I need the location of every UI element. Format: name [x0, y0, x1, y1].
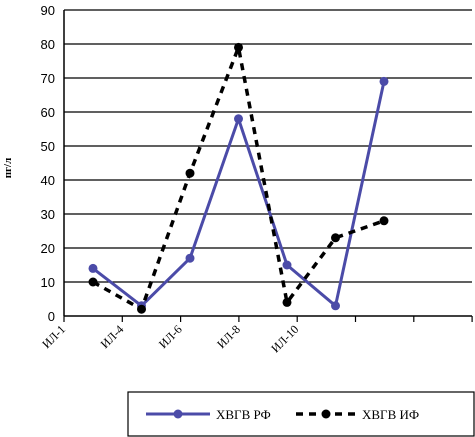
data-point	[88, 263, 98, 273]
y-tick-label: 10	[41, 275, 55, 290]
data-point	[331, 233, 340, 243]
data-point	[282, 297, 292, 307]
y-tick-label: 70	[41, 71, 55, 86]
y-tick-label: 40	[41, 173, 55, 188]
y-tick-label: 80	[41, 37, 55, 52]
y-tick-label: 0	[48, 309, 55, 324]
x-tick-labels: ИЛ-1 ИЛ-4 ИЛ-6 ИЛ-8 ИЛ-10	[39, 322, 301, 355]
data-point	[137, 304, 146, 314]
x-tick-label: ИЛ-6	[156, 322, 185, 351]
data-point	[379, 76, 389, 86]
axes	[63, 10, 473, 322]
legend-marker	[321, 409, 331, 419]
y-tick-label: 90	[41, 3, 55, 18]
legend-marker	[173, 409, 183, 419]
y-tick-label: 60	[41, 105, 55, 120]
data-point	[331, 301, 340, 311]
data-point	[185, 168, 195, 178]
data-point	[379, 216, 389, 226]
data-point	[185, 253, 195, 263]
grid-lines	[64, 9, 472, 283]
data-point	[234, 114, 243, 124]
y-tick-label: 50	[41, 139, 55, 154]
data-point	[282, 260, 292, 270]
x-tick-label: ИЛ-1	[39, 322, 68, 351]
x-tick-label: ИЛ-4	[98, 322, 127, 351]
series-line	[92, 45, 385, 311]
x-tick-label: ИЛ-8	[214, 322, 243, 351]
y-tick-label: 30	[41, 207, 55, 222]
legend-label: ХВГВ РФ	[216, 407, 271, 422]
legend: ХВГВ РФ ХВГВ ИФ	[127, 391, 475, 437]
data-point	[88, 277, 98, 287]
y-tick-labels: 0 10 20 30 40 50 60 70 80 90	[41, 3, 55, 324]
series-lines	[88, 42, 389, 314]
legend-label: ХВГВ ИФ	[362, 407, 419, 422]
y-axis-label: пг/л	[2, 158, 14, 179]
x-tick-label: ИЛ-10	[268, 322, 301, 355]
y-tick-label: 20	[41, 241, 55, 256]
data-point	[234, 42, 243, 52]
